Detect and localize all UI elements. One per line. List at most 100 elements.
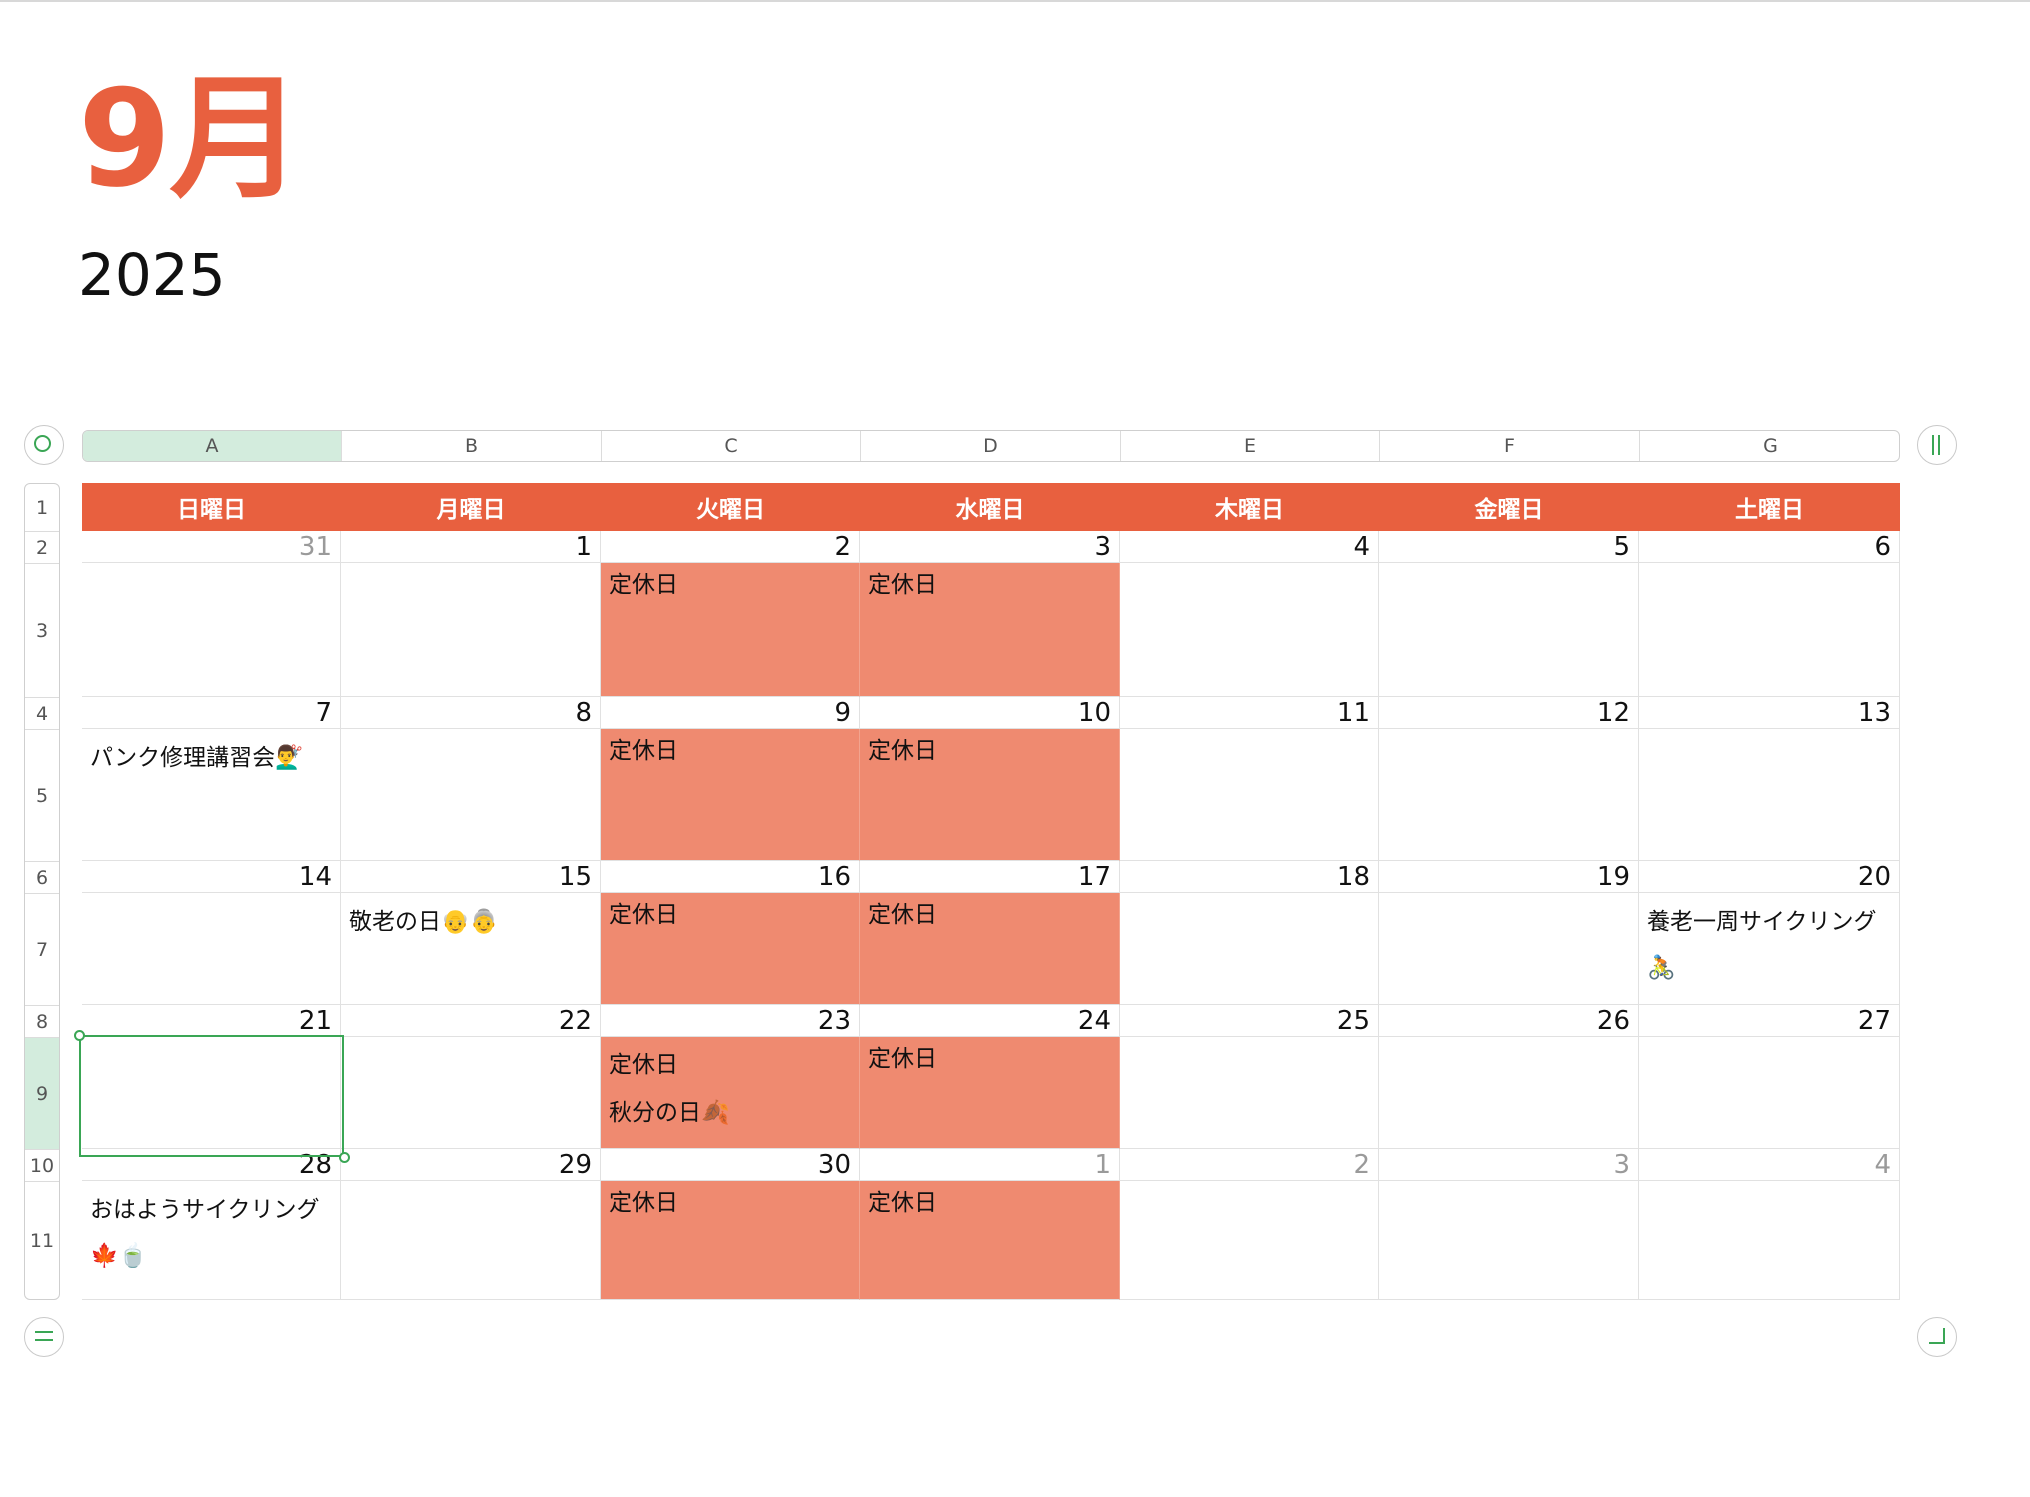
weekday-header[interactable]: 月曜日: [341, 483, 601, 531]
event-cell[interactable]: [1120, 893, 1379, 1005]
date-number-cell[interactable]: 23: [601, 1005, 860, 1037]
date-number-cell[interactable]: 8: [341, 697, 601, 729]
closed-day-cell[interactable]: 定休日: [860, 893, 1120, 1005]
date-number-cell[interactable]: 12: [1379, 697, 1639, 729]
closed-day-cell[interactable]: 定休日: [601, 563, 860, 697]
date-number-cell[interactable]: 27: [1639, 1005, 1900, 1037]
date-number-cell[interactable]: 26: [1379, 1005, 1639, 1037]
column-header-c[interactable]: C: [602, 431, 861, 461]
event-cell[interactable]: [341, 729, 601, 861]
column-header-b[interactable]: B: [342, 431, 602, 461]
date-number-cell[interactable]: 16: [601, 861, 860, 893]
date-number-cell[interactable]: 2: [601, 531, 860, 563]
date-number-cell[interactable]: 1: [341, 531, 601, 563]
date-number-cell[interactable]: 31: [82, 531, 341, 563]
date-number-cell[interactable]: 24: [860, 1005, 1120, 1037]
closed-day-cell[interactable]: 定休日: [860, 563, 1120, 697]
row-header-8[interactable]: 8: [25, 1006, 59, 1038]
row-header-9[interactable]: 9: [25, 1038, 59, 1150]
event-cell[interactable]: [1379, 893, 1639, 1005]
row-header-11[interactable]: 11: [25, 1182, 59, 1299]
event-cell[interactable]: 敬老の日👴👵: [341, 893, 601, 1005]
closed-day-cell[interactable]: 定休日: [860, 1181, 1120, 1300]
weekday-header[interactable]: 金曜日: [1379, 483, 1639, 531]
event-cell[interactable]: [82, 1037, 341, 1149]
date-number-cell[interactable]: 29: [341, 1149, 601, 1181]
weekday-header[interactable]: 水曜日: [860, 483, 1120, 531]
closed-day-cell[interactable]: 定休日: [860, 729, 1120, 861]
add-columns-handle-icon[interactable]: [1917, 425, 1957, 465]
date-number-cell[interactable]: 5: [1379, 531, 1639, 563]
date-number-cell[interactable]: 15: [341, 861, 601, 893]
date-number-cell[interactable]: 11: [1120, 697, 1379, 729]
event-cell[interactable]: [1639, 1037, 1900, 1149]
event-cell[interactable]: [341, 1037, 601, 1149]
row-header-2[interactable]: 2: [25, 532, 59, 564]
date-number-cell[interactable]: 4: [1639, 1149, 1900, 1181]
date-number-cell[interactable]: 6: [1639, 531, 1900, 563]
event-cell[interactable]: おはようサイクリング🍁🍵: [82, 1181, 341, 1300]
date-number-cell[interactable]: 4: [1120, 531, 1379, 563]
date-number-cell[interactable]: 25: [1120, 1005, 1379, 1037]
event-cell[interactable]: [82, 563, 341, 697]
event-cell[interactable]: [1379, 729, 1639, 861]
date-number-cell[interactable]: 3: [1379, 1149, 1639, 1181]
column-header-f[interactable]: F: [1380, 431, 1640, 461]
event-cell[interactable]: [82, 893, 341, 1005]
closed-day-cell[interactable]: 定休日 秋分の日🍂: [601, 1037, 860, 1149]
closed-day-cell[interactable]: 定休日: [601, 1181, 860, 1300]
event-cell[interactable]: [1639, 1181, 1900, 1300]
date-number-cell[interactable]: 7: [82, 697, 341, 729]
event-cell[interactable]: [1120, 1181, 1379, 1300]
event-cell[interactable]: [1639, 729, 1900, 861]
date-number-cell[interactable]: 30: [601, 1149, 860, 1181]
date-number-cell[interactable]: 19: [1379, 861, 1639, 893]
event-cell[interactable]: [1639, 563, 1900, 697]
event-cell[interactable]: [1379, 1181, 1639, 1300]
event-cell[interactable]: [341, 1181, 601, 1300]
event-cell[interactable]: 養老一周サイクリング🚴: [1639, 893, 1900, 1005]
row-header-4[interactable]: 4: [25, 698, 59, 730]
column-header-g[interactable]: G: [1763, 435, 1778, 457]
row-header-6[interactable]: 6: [25, 862, 59, 894]
closed-day-cell[interactable]: 定休日: [601, 729, 860, 861]
weekday-header[interactable]: 日曜日: [82, 483, 341, 531]
weekday-header[interactable]: 火曜日: [601, 483, 860, 531]
date-number-cell[interactable]: 2: [1120, 1149, 1379, 1181]
resize-table-handle-icon[interactable]: [1917, 1317, 1957, 1357]
event-cell[interactable]: [1120, 729, 1379, 861]
date-number-cell[interactable]: 18: [1120, 861, 1379, 893]
column-header-d[interactable]: D: [861, 431, 1121, 461]
row-header-5[interactable]: 5: [25, 730, 59, 862]
weekday-header[interactable]: 木曜日: [1120, 483, 1379, 531]
date-number-cell[interactable]: 20: [1639, 861, 1900, 893]
date-number-cell[interactable]: 22: [341, 1005, 601, 1037]
event-cell[interactable]: [1120, 1037, 1379, 1149]
date-number-cell[interactable]: 10: [860, 697, 1120, 729]
date-number-cell[interactable]: 13: [1639, 697, 1900, 729]
event-cell[interactable]: [341, 563, 601, 697]
closed-day-cell[interactable]: 定休日: [601, 893, 860, 1005]
event-cell[interactable]: [1379, 1037, 1639, 1149]
column-header-e[interactable]: E: [1121, 431, 1380, 461]
event-cell[interactable]: [1379, 563, 1639, 697]
row-header-3[interactable]: 3: [25, 564, 59, 698]
row-header-7[interactable]: 7: [25, 894, 59, 1006]
event-cell[interactable]: [1120, 563, 1379, 697]
date-number-cell[interactable]: 9: [601, 697, 860, 729]
weekday-header[interactable]: 土曜日: [1639, 483, 1900, 531]
date-number-cell[interactable]: 17: [860, 861, 1120, 893]
date-number-cell[interactable]: 21: [82, 1005, 341, 1037]
date-number-cell[interactable]: 3: [860, 531, 1120, 563]
date-number-cell[interactable]: 1: [860, 1149, 1120, 1181]
row-header-1[interactable]: 1: [25, 484, 59, 532]
event-cell[interactable]: パンク修理講習会💇‍♂️: [82, 729, 341, 861]
row-header-10[interactable]: 10: [25, 1150, 59, 1182]
date-number-cell[interactable]: 14: [82, 861, 341, 893]
selection-start-handle[interactable]: [74, 1030, 85, 1041]
selection-end-handle[interactable]: [339, 1152, 350, 1163]
closed-day-cell[interactable]: 定休日: [860, 1037, 1120, 1149]
table-select-handle-icon[interactable]: [24, 425, 64, 465]
add-rows-handle-icon[interactable]: [24, 1317, 64, 1357]
column-header-a[interactable]: A: [83, 431, 342, 461]
